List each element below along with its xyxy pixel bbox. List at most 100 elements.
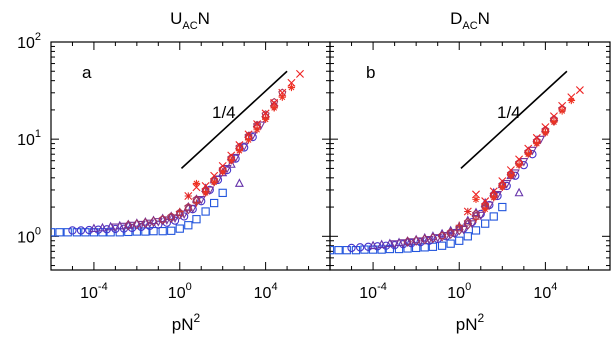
y-tick-label: 102 xyxy=(17,31,41,52)
data-point xyxy=(261,109,270,118)
y-tick-label: 100 xyxy=(17,225,41,246)
data-point xyxy=(481,197,490,206)
data-point xyxy=(472,195,480,203)
series-triangle-down xyxy=(390,135,546,249)
data-point xyxy=(550,118,558,126)
data-point xyxy=(498,177,507,186)
data-point xyxy=(167,226,176,235)
data-point xyxy=(98,228,107,237)
data-point xyxy=(541,129,549,137)
data-point xyxy=(490,194,498,202)
data-point xyxy=(158,214,167,223)
data-point xyxy=(210,178,218,186)
data-point xyxy=(403,236,412,247)
data-point xyxy=(253,120,262,129)
data-point xyxy=(202,189,210,197)
data-point xyxy=(110,223,120,233)
data-point xyxy=(541,123,550,132)
data-point xyxy=(514,187,524,197)
data-point xyxy=(89,223,99,233)
data-point xyxy=(533,140,541,148)
data-point xyxy=(201,207,210,216)
data-point xyxy=(377,239,387,249)
data-point xyxy=(463,232,472,241)
panel-letter: b xyxy=(366,63,375,82)
data-point xyxy=(85,225,94,235)
data-point xyxy=(515,161,523,169)
data-point xyxy=(201,181,210,190)
data-point xyxy=(524,144,533,153)
data-point xyxy=(235,147,243,155)
data-point xyxy=(218,188,227,198)
data-point xyxy=(192,179,201,188)
data-point xyxy=(192,199,201,207)
data-point xyxy=(141,217,150,229)
data-point xyxy=(248,132,257,142)
series-asterisk xyxy=(192,83,296,197)
data-point xyxy=(515,155,524,164)
data-point xyxy=(481,219,490,228)
data-point xyxy=(149,227,158,236)
data-point xyxy=(184,202,193,211)
data-point xyxy=(455,221,463,229)
data-point xyxy=(296,69,304,78)
x-tick-label: 100 xyxy=(447,281,471,302)
panel-title: UACN xyxy=(170,9,210,32)
data-point xyxy=(123,219,133,229)
data-point xyxy=(506,166,515,175)
data-point xyxy=(175,209,185,220)
data-point xyxy=(438,231,447,239)
data-point xyxy=(227,151,236,160)
x-axis-label: pN2 xyxy=(456,311,485,334)
panel-letter: a xyxy=(82,63,92,82)
series-x xyxy=(463,86,584,216)
data-point xyxy=(184,192,193,200)
data-point xyxy=(549,112,558,121)
slope-guide-label: 1/4 xyxy=(497,103,521,122)
x-tick-label: 10-4 xyxy=(80,281,108,302)
data-point xyxy=(158,227,167,236)
data-point xyxy=(63,228,72,237)
data-point xyxy=(287,83,296,92)
data-point xyxy=(455,223,464,232)
series-circle xyxy=(68,132,257,235)
x-tick-label: 104 xyxy=(533,281,557,302)
data-point xyxy=(463,207,472,216)
data-point xyxy=(437,241,447,250)
series-square xyxy=(51,188,227,237)
y-tick-label: 101 xyxy=(17,128,41,149)
panel-b: DACN b 10-4 100 104 pN2 1/4 xyxy=(329,9,611,334)
data-point xyxy=(449,229,459,239)
data-point xyxy=(218,161,227,170)
series-x xyxy=(184,69,304,200)
data-point xyxy=(227,157,235,165)
series-asterisk xyxy=(472,96,575,213)
series-triangle-down xyxy=(110,121,266,233)
slope-guide-line xyxy=(180,70,288,169)
data-point xyxy=(68,226,77,235)
data-point xyxy=(463,217,472,226)
data-point xyxy=(197,197,206,206)
x-tick-label: 100 xyxy=(168,281,192,302)
data-point xyxy=(235,141,244,150)
data-point xyxy=(394,244,404,254)
data-point xyxy=(76,226,86,235)
data-point xyxy=(210,198,219,208)
panel-a: UACN a 10-4 100 104 100 101 102 pN2 1/4 xyxy=(17,9,331,334)
data-point xyxy=(420,234,430,245)
data-point xyxy=(507,172,515,180)
panel-title: DACN xyxy=(450,9,490,32)
series-plus xyxy=(455,117,558,229)
data-point xyxy=(175,224,184,233)
data-point xyxy=(437,231,447,242)
data-point xyxy=(210,171,219,180)
plot-area xyxy=(51,69,304,237)
data-point xyxy=(355,243,365,252)
data-point xyxy=(334,246,343,255)
data-point xyxy=(97,222,107,232)
data-point xyxy=(428,232,438,244)
data-point xyxy=(524,150,532,158)
data-point xyxy=(158,214,168,225)
plot-frame xyxy=(329,41,611,271)
